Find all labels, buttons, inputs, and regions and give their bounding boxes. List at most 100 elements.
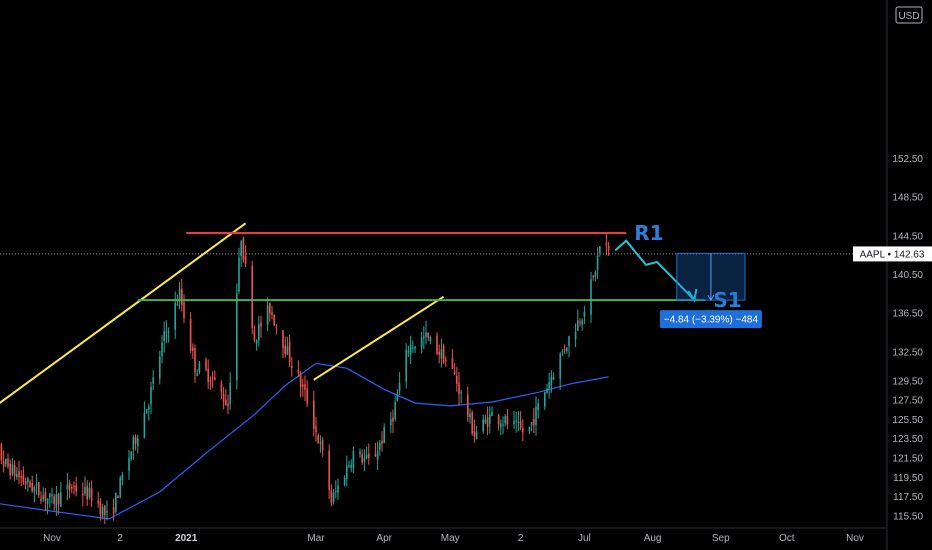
candle-body: [115, 492, 117, 512]
candle-body: [134, 436, 137, 444]
candle-body: [181, 288, 183, 306]
candle-body: [148, 406, 150, 410]
candle-body: [486, 417, 489, 427]
candle-body: [27, 477, 29, 483]
candle-body: [260, 322, 262, 327]
price-tick-label: 115.50: [893, 512, 923, 523]
candle-body: [240, 241, 242, 257]
candle-body: [24, 481, 27, 485]
candle-body: [291, 365, 293, 368]
last-price-text: AAPL • 142.63: [860, 249, 925, 260]
candle-body: [376, 451, 379, 460]
candle-body: [475, 431, 478, 440]
candle-body: [244, 256, 247, 264]
candle-body: [315, 426, 317, 432]
candle-body: [561, 350, 564, 352]
last-price-label: AAPL • 142.63: [853, 246, 932, 262]
candle-body: [350, 464, 352, 468]
candle-body: [55, 494, 58, 508]
candle-body: [46, 498, 49, 504]
candle-body: [273, 314, 275, 326]
candle-body: [374, 454, 377, 457]
candle-body: [451, 358, 454, 369]
trendline[interactable]: [313, 295, 445, 381]
candle-body: [438, 351, 440, 355]
candle-body: [251, 266, 253, 328]
candle-body: [242, 237, 245, 260]
candle-body: [379, 442, 381, 450]
candle-body: [427, 332, 429, 338]
candle-body: [594, 271, 597, 277]
candle-body: [271, 312, 273, 315]
candle-body: [453, 371, 456, 375]
price-axis[interactable]: 152.50 148.50 144.50 140.50 136.50 132.50 129.…: [892, 154, 923, 522]
candle-body: [414, 346, 416, 349]
candle-body: [288, 342, 291, 363]
candle-body: [7, 458, 9, 467]
candle-body: [150, 387, 152, 405]
time-tick-label: Nov: [43, 533, 61, 544]
candle-body: [394, 402, 396, 419]
candle-body: [522, 428, 524, 433]
price-tick-label: 132.50: [892, 347, 923, 358]
candle-body: [581, 320, 583, 325]
candle-body: [563, 349, 566, 351]
candle-body: [143, 412, 146, 438]
candlestick-series: [0, 234, 610, 524]
projection-arrow[interactable]: [614, 239, 696, 301]
candle-body: [82, 493, 84, 495]
time-tick-label: Nov: [846, 533, 864, 544]
candle-body: [352, 451, 355, 469]
candle-body: [60, 492, 62, 507]
candle-body: [167, 331, 170, 333]
candle-body: [29, 481, 31, 487]
candle-body: [332, 492, 335, 502]
candle-body: [368, 453, 370, 459]
candle-body: [436, 335, 438, 354]
candle-body: [304, 384, 306, 390]
currency-badge[interactable]: USD: [895, 6, 923, 24]
time-tick-label: 2021: [175, 533, 198, 544]
candle-body: [227, 403, 229, 407]
candle-body: [596, 255, 599, 270]
candle-body: [484, 419, 487, 423]
candle-body: [506, 415, 509, 425]
candle-body: [2, 461, 5, 467]
candle-body: [258, 324, 260, 341]
candle-body: [44, 492, 47, 501]
trendline[interactable]: [0, 222, 247, 414]
candle-body: [121, 474, 124, 481]
candle-body: [381, 440, 383, 444]
time-tick-label: Sep: [712, 533, 730, 544]
moving-average-path: [0, 362, 609, 520]
candle-body: [535, 406, 537, 425]
candle-body: [297, 369, 300, 374]
candle-body: [22, 474, 25, 482]
candle-body: [548, 382, 550, 390]
time-tick-label: 2: [518, 533, 524, 544]
candle-body: [75, 485, 77, 492]
candle-body: [423, 336, 425, 339]
candle-body: [392, 417, 394, 422]
candle-body: [178, 289, 181, 301]
price-tick-label: 140.50: [892, 270, 923, 281]
candle-body: [176, 304, 179, 306]
candle-body: [16, 473, 18, 478]
candle-body: [482, 419, 484, 432]
candle-body: [348, 465, 350, 467]
price-tick-label: 148.50: [892, 193, 923, 204]
time-axis[interactable]: Nov 2 2021 Mar Apr May 2 Jul Aug Sep Oct Nov: [43, 533, 864, 544]
candle-body: [605, 242, 608, 246]
candle-body: [284, 345, 286, 354]
candle-body: [119, 477, 121, 498]
time-tick-label: May: [441, 533, 460, 544]
candle-body: [390, 419, 392, 426]
candle-body: [500, 423, 502, 428]
candle-body: [220, 383, 223, 393]
candle-body: [568, 336, 570, 347]
candle-body: [33, 487, 36, 492]
candle-body: [599, 246, 601, 253]
candle-body: [409, 344, 412, 355]
